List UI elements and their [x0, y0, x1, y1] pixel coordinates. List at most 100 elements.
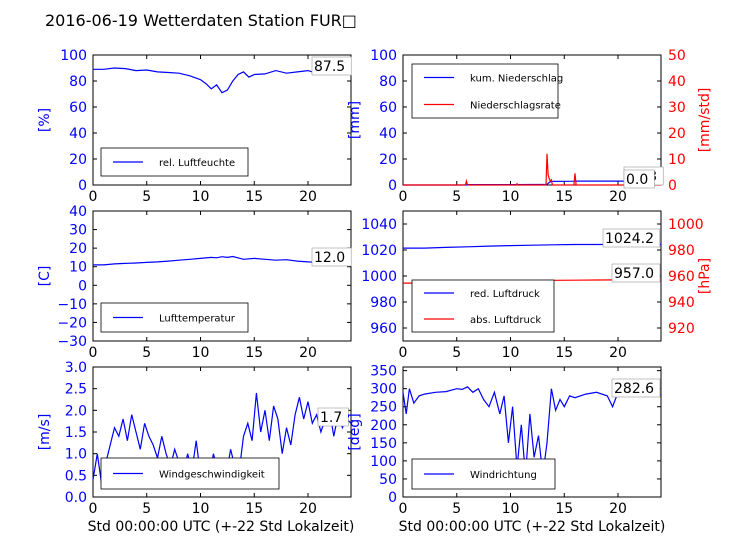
y-axis-label-right: [hPa] — [697, 258, 713, 294]
annotation-box — [611, 378, 661, 398]
y-axis-label: [C] — [37, 266, 53, 287]
panel-4: 0 5 10 15 20 960 980 1000 1020 1040 920 940 960 980 10… — [361, 210, 713, 361]
x-tick-label: 20 — [609, 345, 627, 361]
y-tick-label: 150 — [370, 436, 397, 452]
annotation-box — [311, 247, 352, 267]
y-axis-label: [m/s] — [37, 414, 53, 451]
legend-label: Lufttemperatur — [159, 314, 236, 325]
series-line-1 — [402, 386, 662, 476]
x-tick-label: 0 — [399, 501, 408, 517]
annotation-value: 1024.2 — [605, 231, 654, 247]
x-tick-label: 15 — [555, 501, 573, 517]
y-tick-label: 80 — [379, 74, 397, 90]
panel-5: 0 5 10 15 20 0.0 0.5 1.0 1.5 2.0 2.5 3.0 [m/s] Windge… — [37, 360, 352, 517]
y-tick-label-right: 20 — [668, 126, 686, 142]
annotation-value: 87.5 — [314, 59, 345, 75]
x-tick-label: 20 — [299, 501, 317, 517]
legend-box — [411, 63, 559, 119]
legend-label: Niederschlagsrate — [470, 101, 561, 112]
legend-label: kum. Niederschlag — [470, 74, 563, 85]
y-tick-label: 1020 — [361, 243, 397, 259]
y-tick-label: 3.0 — [65, 360, 87, 376]
y-tick-label-right: 960 — [668, 269, 695, 285]
plot-frame — [402, 366, 662, 498]
y-tick-label: 10 — [69, 260, 87, 276]
y-tick-label: 960 — [370, 321, 397, 337]
y-tick-label: 2.0 — [65, 403, 87, 419]
y-tick-label: −10 — [57, 297, 87, 313]
annotation-box — [611, 263, 661, 283]
y-tick-label-right: 940 — [668, 295, 695, 311]
x-tick-label: 10 — [502, 345, 520, 361]
x-tick-label: 20 — [299, 345, 317, 361]
annotation-value: 282.6 — [614, 381, 654, 397]
annotation-value: 957.0 — [614, 266, 654, 282]
x-tick-label: 0 — [89, 189, 98, 205]
series-line-1 — [93, 67, 351, 94]
y-tick-label: 250 — [370, 400, 397, 416]
annotation-box — [317, 407, 349, 427]
legend-label: red. Luftdruck — [470, 289, 540, 300]
x-tick-label: 10 — [502, 189, 520, 205]
y-tick-label: 980 — [370, 295, 397, 311]
y-tick-label: 20 — [69, 241, 87, 257]
legend-label: rel. Luftfeuchte — [159, 158, 235, 169]
annotation-box — [311, 56, 352, 76]
x-tick-label: 10 — [192, 345, 210, 361]
series-line-1 — [93, 255, 351, 266]
x-tick-label: 15 — [555, 189, 573, 205]
y-tick-label: 0.0 — [65, 490, 87, 506]
y-tick-label-right: 980 — [668, 243, 695, 259]
y-tick-label: 1040 — [361, 217, 397, 233]
x-tick-label: 15 — [245, 345, 263, 361]
plot-frame — [92, 210, 352, 342]
y-tick-label: 100 — [60, 48, 87, 64]
y-axis-label-right: [mm/std] — [697, 88, 713, 153]
y-axis-label: [%] — [37, 108, 53, 132]
y-tick-label-right: 10 — [668, 152, 686, 168]
y-axis-label: [deg] — [347, 413, 363, 450]
y-tick-label: 0 — [388, 490, 397, 506]
y-tick-label-right: 30 — [668, 100, 686, 116]
x-tick-label: 15 — [245, 189, 263, 205]
panel-1: 0 5 10 15 20 0 20 40 60 80 100 [%] rel. Luftfeuchte 8… — [37, 48, 352, 205]
legend-label: abs. Luftdruck — [470, 315, 541, 326]
x-tick-label: 0 — [89, 501, 98, 517]
x-tick-label: 5 — [142, 501, 151, 517]
y-tick-label: 20 — [69, 152, 87, 168]
y-tick-label: 50 — [379, 472, 397, 488]
x-tick-label: 20 — [609, 501, 627, 517]
y-tick-label: 1000 — [361, 269, 397, 285]
legend-label: Windgeschwindigkeit — [159, 470, 265, 481]
x-tick-label: 15 — [245, 501, 263, 517]
y-tick-label-right: 0 — [668, 178, 677, 194]
x-tick-label: 0 — [399, 189, 408, 205]
figure-title: 2016-06-19 Wetterdaten Station FUR□ — [45, 11, 357, 30]
annotation-value: 1.7 — [320, 410, 342, 426]
x-tick-label: 5 — [142, 189, 151, 205]
y-tick-label: 0 — [388, 178, 397, 194]
legend-box — [411, 279, 555, 333]
y-tick-label: 350 — [370, 364, 397, 380]
legend-box — [100, 302, 249, 333]
x-tick-label: 20 — [299, 189, 317, 205]
y-tick-label: 20 — [379, 152, 397, 168]
x-tick-label: 5 — [452, 345, 461, 361]
y-tick-label: 60 — [379, 100, 397, 116]
y-tick-label: 0 — [78, 278, 87, 294]
y-tick-label: 100 — [370, 454, 397, 470]
y-tick-label: 0 — [78, 178, 87, 194]
legend-label: Windrichtung — [470, 470, 537, 481]
panel-6: 0 5 10 15 20050100150200250300350[deg]Windri… — [347, 364, 662, 517]
x-tick-label: 5 — [452, 501, 461, 517]
x-tick-label: 10 — [192, 189, 210, 205]
y-tick-label: 30 — [69, 223, 87, 239]
y-tick-label: 1.5 — [65, 425, 87, 441]
annotation-value: 0.0 — [626, 172, 648, 188]
y-tick-label: 200 — [370, 418, 397, 434]
x-tick-label: 5 — [452, 189, 461, 205]
y-tick-label: −20 — [57, 315, 87, 331]
y-tick-label-right: 40 — [668, 74, 686, 90]
